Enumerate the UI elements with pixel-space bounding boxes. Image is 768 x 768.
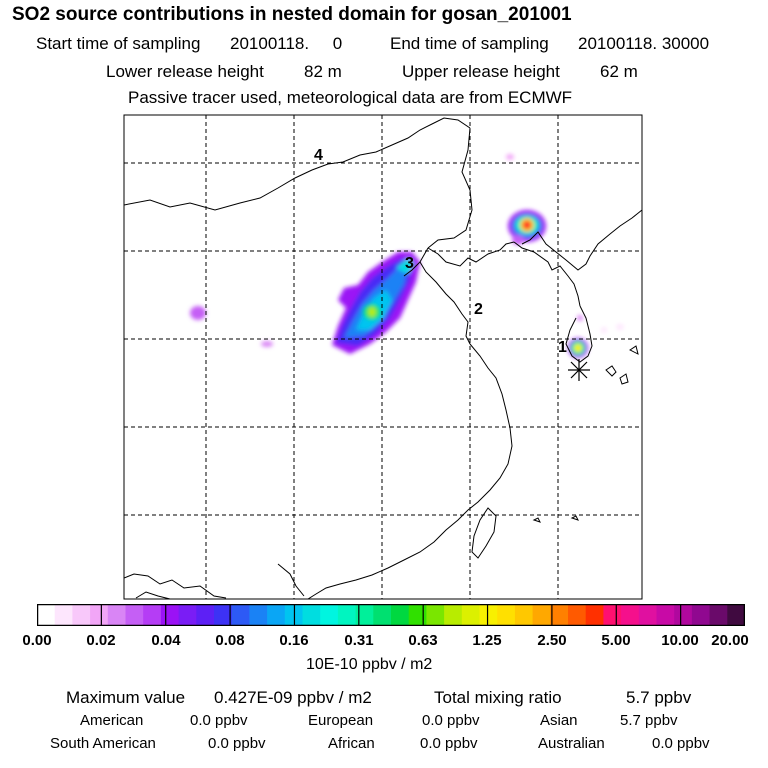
marker-1: 1 xyxy=(558,339,567,356)
start-time-label: Start time of sampling xyxy=(36,34,201,53)
legend-swatch xyxy=(585,604,604,626)
legend-swatch xyxy=(72,604,91,626)
legend-swatch xyxy=(196,604,215,626)
legend-swatch xyxy=(391,604,410,626)
legend-tick: 0.02 xyxy=(86,632,116,649)
legend-swatch xyxy=(320,604,339,626)
lower-height-value: 82 m xyxy=(304,62,342,81)
legend-swatch xyxy=(267,604,286,626)
legend-swatch xyxy=(337,604,357,626)
legend-swatch xyxy=(125,604,144,626)
asterisk-icon xyxy=(568,359,590,381)
start-time-value: 20100118. 0 xyxy=(230,34,343,53)
plume-northeast xyxy=(508,210,546,245)
legend-swatch xyxy=(709,604,728,626)
legend-swatch xyxy=(178,604,197,626)
upper-height-label: Upper release height xyxy=(402,62,560,81)
total-mixing-label: Total mixing ratio xyxy=(434,688,562,707)
legend-swatch xyxy=(249,604,268,626)
region-name: Asian xyxy=(540,712,578,729)
legend-swatch xyxy=(160,604,180,626)
legend-swatch xyxy=(568,604,587,626)
legend-swatch xyxy=(461,604,481,626)
region-value: 5.7 ppbv xyxy=(620,712,678,729)
legend-swatch xyxy=(514,604,534,626)
end-time-label: End time of sampling xyxy=(390,34,549,53)
legend-swatch xyxy=(444,604,463,626)
legend-swatch xyxy=(302,604,321,626)
legend-tick: 2.50 xyxy=(537,632,567,649)
legend-swatch xyxy=(143,604,162,626)
legend-swatch xyxy=(355,604,374,626)
legend-swatch xyxy=(426,604,445,626)
legend-tick: 1.25 xyxy=(472,632,502,649)
legend-swatch xyxy=(54,604,73,626)
marker-2: 2 xyxy=(474,301,483,318)
region-name: African xyxy=(328,735,375,752)
legend-tick: 20.00 xyxy=(711,632,749,649)
legend-tick: 5.00 xyxy=(601,632,631,649)
map-title: SO2 source contributions in nested domai… xyxy=(12,4,572,25)
grid-lines xyxy=(124,115,642,599)
legend-unit: 10E-10 ppbv / m2 xyxy=(306,656,433,673)
legend-tick: 0.16 xyxy=(279,632,309,649)
plume-main xyxy=(332,252,420,354)
legend-swatch xyxy=(231,604,250,626)
color-legend-bar xyxy=(37,604,745,626)
legend-swatch xyxy=(532,604,551,626)
coastlines xyxy=(124,117,642,599)
legend-swatch xyxy=(550,604,569,626)
map-frame xyxy=(123,114,643,600)
end-time-value: 20100118. 30000 xyxy=(578,34,710,53)
region-name: European xyxy=(308,712,374,729)
legend-swatch xyxy=(674,604,693,626)
region-name: Australian xyxy=(538,735,605,752)
region-value: 0.0 ppbv xyxy=(190,712,248,729)
lower-height-label: Lower release height xyxy=(106,62,264,81)
region-value: 0.0 ppbv xyxy=(652,735,710,752)
marker-4: 4 xyxy=(314,147,323,164)
legend-swatch xyxy=(691,604,711,626)
upper-height-value: 62 m xyxy=(600,62,638,81)
tracer-note: Passive tracer used, meteorological data… xyxy=(128,88,573,107)
region-value: 0.0 ppbv xyxy=(208,735,266,752)
plume-faint xyxy=(190,154,624,347)
legend-swatch xyxy=(214,604,233,626)
legend-tick: 0.08 xyxy=(215,632,245,649)
legend-tick: 0.31 xyxy=(344,632,374,649)
legend-swatch xyxy=(638,604,658,626)
legend-swatch xyxy=(621,604,640,626)
legend-swatch xyxy=(656,604,675,626)
legend-swatch xyxy=(37,604,56,626)
legend-tick: 10.00 xyxy=(661,632,699,649)
region-value: 0.0 ppbv xyxy=(420,735,478,752)
max-value-label: Maximum value xyxy=(66,688,186,707)
region-name: American xyxy=(80,712,144,729)
plume-receptor xyxy=(568,315,588,358)
legend-tick: 0.63 xyxy=(408,632,438,649)
legend-swatch xyxy=(497,604,516,626)
marker-3: 3 xyxy=(405,255,414,272)
legend-swatch xyxy=(479,604,498,626)
legend-frame xyxy=(37,604,745,626)
max-value: 0.427E-09 ppbv / m2 xyxy=(214,688,372,707)
legend-swatch xyxy=(408,604,427,626)
region-value: 0.0 ppbv xyxy=(422,712,480,729)
legend-swatch xyxy=(373,604,392,626)
legend-tick: 0.00 xyxy=(22,632,52,649)
legend-swatch xyxy=(90,604,109,626)
total-mixing-value: 5.7 ppbv xyxy=(626,688,692,707)
legend-swatch xyxy=(107,604,127,626)
region-name: South American xyxy=(50,735,156,752)
legend-tick: 0.04 xyxy=(151,632,181,649)
legend-swatch xyxy=(727,604,745,626)
legend-swatch xyxy=(603,604,622,626)
